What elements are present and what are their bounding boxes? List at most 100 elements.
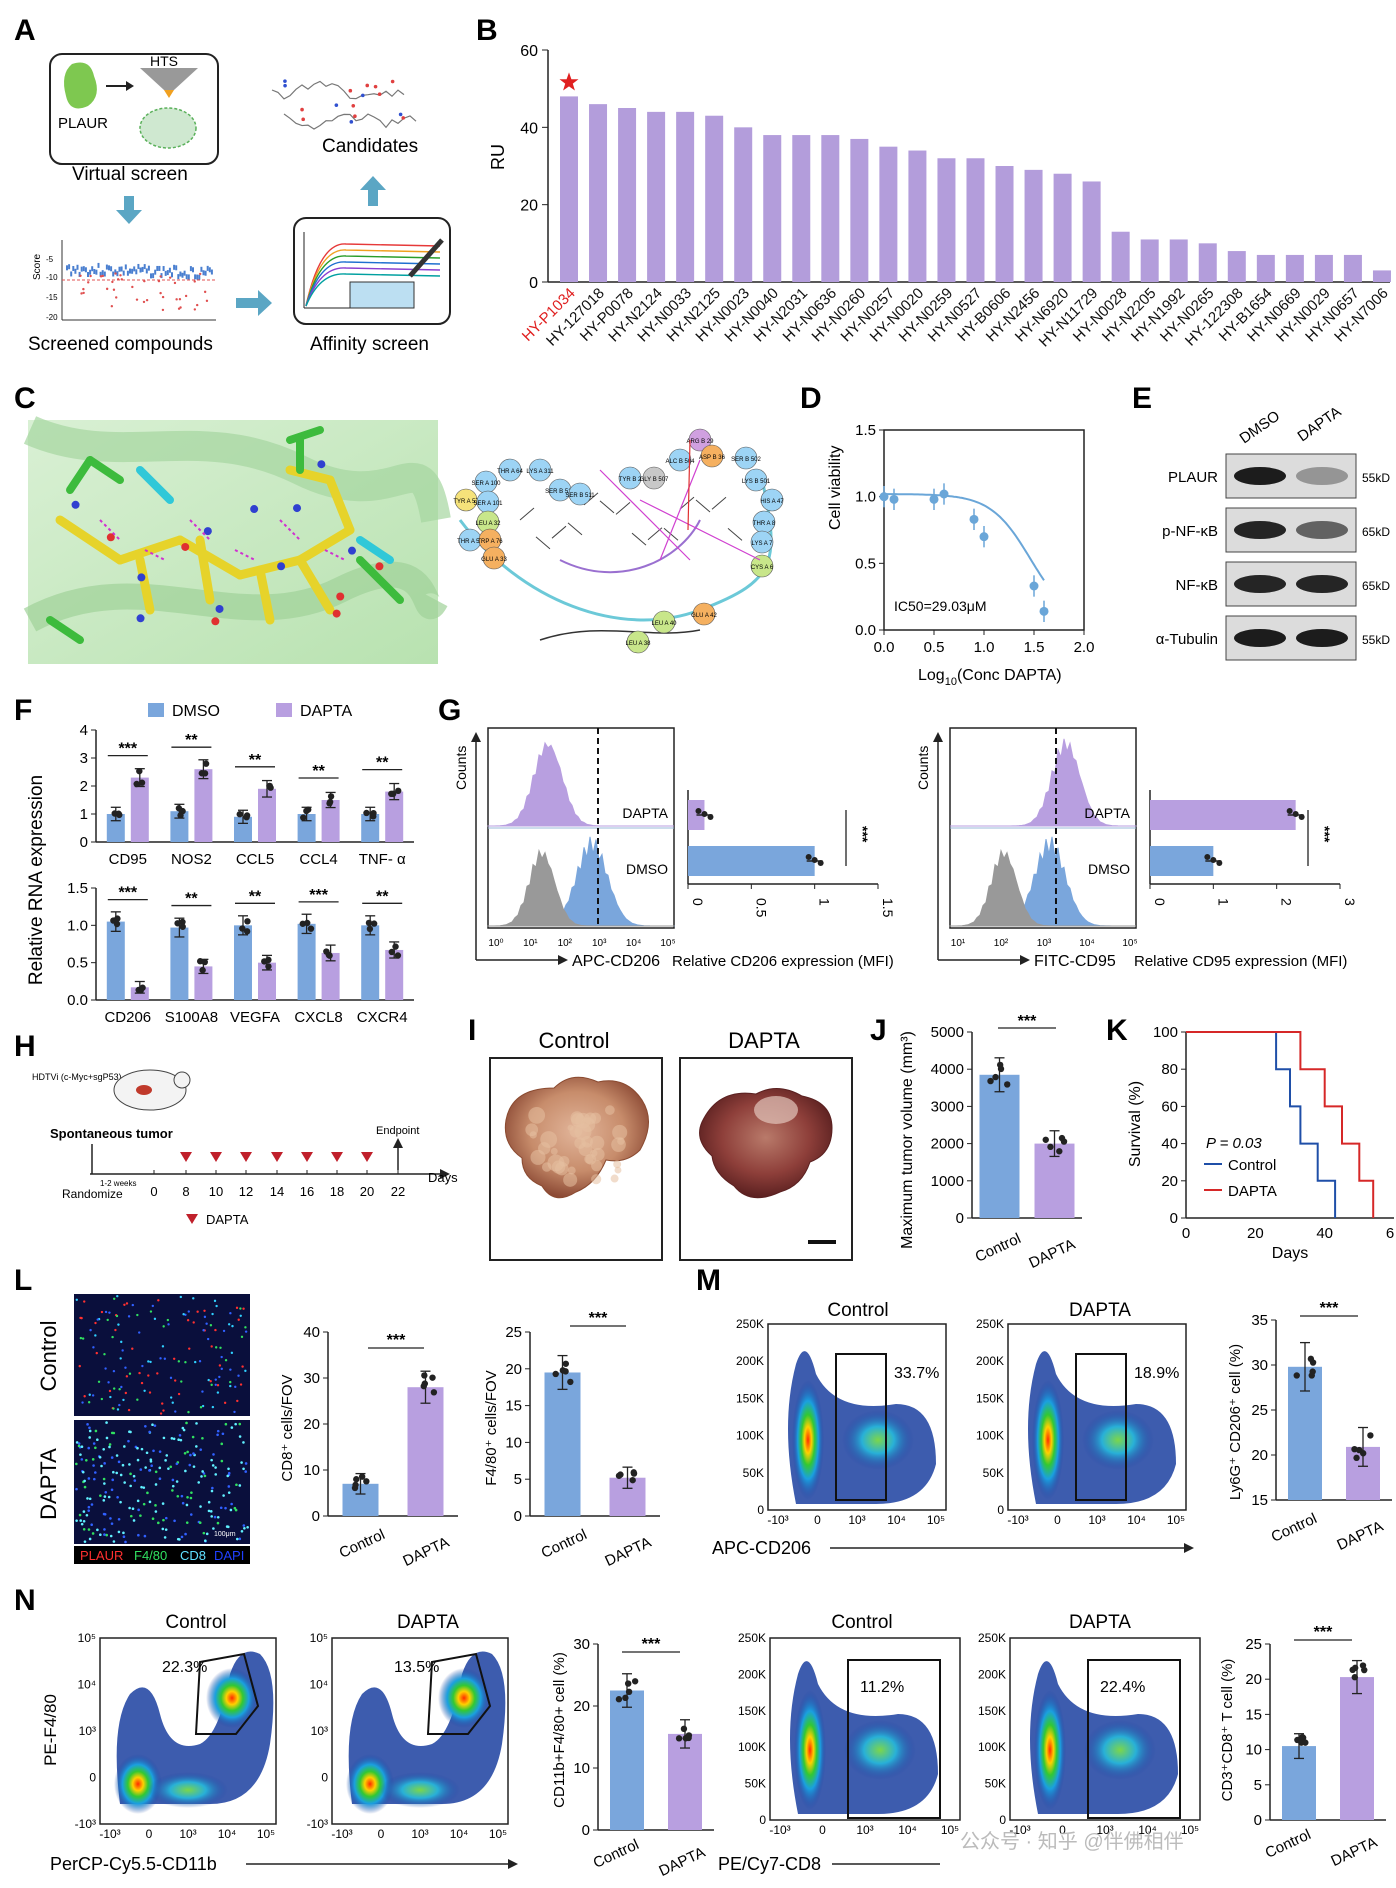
cell-dot (167, 1323, 170, 1326)
y-tick-label: 1 (80, 806, 88, 823)
bar (879, 146, 898, 282)
mouse-head-icon (173, 1071, 191, 1089)
bar (170, 927, 189, 1000)
atom (137, 573, 146, 582)
y-tick-label: 200K (978, 1667, 1006, 1681)
y-tick-label: 10 (1245, 1742, 1262, 1759)
dose-response-chart: 0.0 0.5 1.0 1.5 2.0 0.0 0.5 1.0 1.5 (855, 422, 1094, 656)
cell-dot (132, 1474, 136, 1478)
nodule (567, 1166, 576, 1175)
cell-dot (139, 1468, 143, 1471)
score-point (183, 270, 186, 276)
data-point (969, 514, 979, 524)
bar (1256, 254, 1275, 282)
arrowhead-icon (933, 732, 943, 742)
residue-label: GLU A 42 (691, 613, 717, 619)
data-point (1204, 854, 1211, 860)
group-label: Control (539, 1028, 610, 1053)
cell-dot (201, 1404, 205, 1408)
cell-dot (80, 1445, 84, 1448)
atom (136, 614, 145, 623)
rna-chart-bottom: 0.0 0.5 1.0 1.5 CD206 *** S100A8 ** VEGFA ** CXCL8… (67, 880, 414, 1026)
data-point (1298, 814, 1305, 820)
data-point (1210, 857, 1217, 863)
data-point (889, 494, 899, 504)
atom (283, 83, 287, 88)
bar (385, 949, 404, 1000)
residue-bond (66, 456, 94, 494)
score-point (115, 296, 118, 299)
score-point (89, 274, 92, 278)
data-point (388, 948, 396, 956)
cell-dot (146, 1491, 149, 1495)
cell-dot (116, 1496, 119, 1499)
data-point (327, 793, 335, 800)
cell-dot (96, 1438, 99, 1442)
size-label: 65kD (1362, 579, 1390, 593)
histogram (487, 741, 674, 827)
cell-dot (229, 1380, 232, 1384)
cell-dot (203, 1539, 207, 1543)
residue-label: ARG B 29 (686, 439, 714, 445)
bar (407, 1387, 444, 1516)
cell-dot (185, 1421, 188, 1425)
cell-dot (133, 1479, 137, 1482)
atom (373, 84, 378, 89)
y-axis-label: Relative RNA expression (26, 775, 47, 985)
density-hotspot (844, 1720, 916, 1780)
cell-dot (244, 1330, 248, 1333)
size-label: 55kD (1362, 471, 1390, 485)
y-axis-label: CD11b+F4/80+ cell (%) (551, 1652, 568, 1808)
star-icon (559, 72, 579, 91)
data-point (304, 919, 311, 927)
sig-label: *** (309, 887, 328, 904)
cell-dot (194, 1360, 197, 1364)
candidate-molecules-icon (271, 79, 417, 130)
score-point (97, 262, 100, 268)
ligand-bond (115, 535, 185, 565)
cell-dot (240, 1335, 244, 1339)
cell-dot (127, 1439, 130, 1443)
score-point (193, 308, 197, 311)
ligand-bond (325, 475, 355, 535)
legend-swatch-dmso (148, 703, 164, 717)
interaction-line (639, 499, 761, 561)
cell-dot (88, 1537, 92, 1541)
cell-dot (88, 1426, 91, 1430)
y-tick-label: 100K (738, 1740, 766, 1754)
data-point (624, 1680, 632, 1687)
pipette-icon (408, 238, 444, 278)
cell-dot (91, 1394, 95, 1397)
atom (401, 116, 406, 120)
gate-percent: 18.9% (1134, 1365, 1179, 1382)
bar (1140, 239, 1159, 282)
density-hotspot (206, 1668, 258, 1728)
x-tick-label: Control (539, 1526, 590, 1562)
cell-dot (82, 1510, 86, 1513)
cell-dot (83, 1479, 86, 1483)
cell-dot (104, 1490, 108, 1494)
score-point (159, 291, 162, 295)
blot-band (1234, 629, 1286, 647)
density-hotspot (148, 1772, 228, 1808)
cell-dot (179, 1438, 183, 1442)
data-point (351, 1484, 359, 1492)
y-tick-label: 10⁵ (78, 1631, 96, 1645)
cell-dot (199, 1505, 202, 1508)
score-point (80, 292, 83, 295)
x-tick-label: 10³ (592, 938, 607, 949)
data-point (366, 925, 374, 933)
cell-dot (90, 1523, 93, 1526)
if-legend-dapi: DAPI (214, 1548, 244, 1563)
cell-dot (215, 1304, 218, 1308)
score-label: Score (32, 253, 43, 280)
cell-dot (195, 1445, 198, 1448)
x-tick-label: 10⁴ (1127, 1513, 1146, 1527)
bar (1111, 231, 1130, 282)
cell-dot (180, 1380, 183, 1383)
cell-dot (169, 1465, 173, 1469)
panel-letter: K (1106, 1014, 1128, 1047)
cell-dot (121, 1463, 125, 1467)
bar (734, 127, 753, 282)
x-tick-label: 10⁴ (450, 1827, 469, 1841)
